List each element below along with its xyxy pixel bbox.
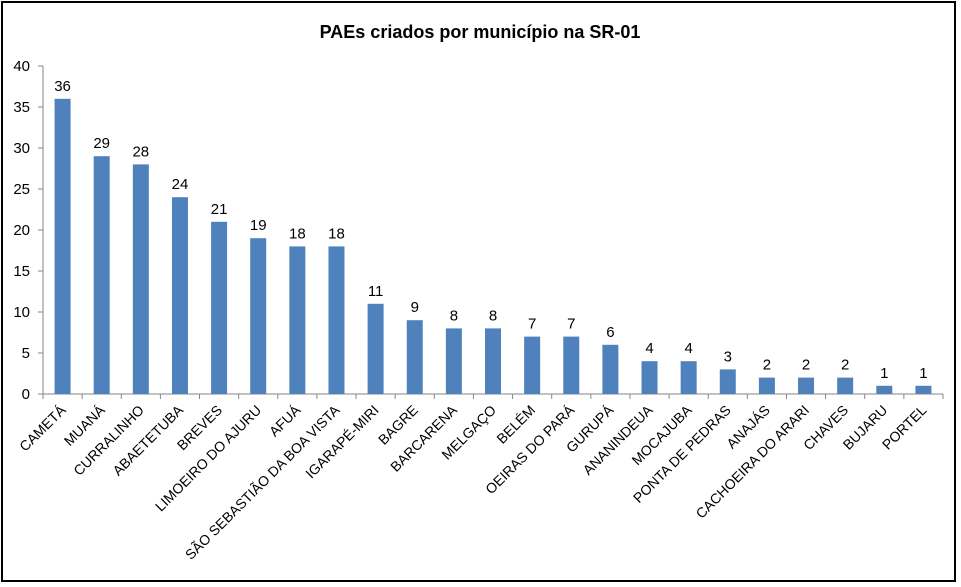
data-label: 21: [211, 201, 228, 218]
y-tick-label: 40: [13, 58, 30, 75]
data-label: 4: [684, 340, 692, 357]
chart-title: PAEs criados por município na SR-01: [320, 22, 641, 42]
bar: [641, 361, 658, 394]
bar: [719, 369, 736, 394]
data-label: 1: [919, 365, 927, 382]
bar: [250, 238, 267, 394]
bar: [758, 377, 775, 394]
y-tick-label: 25: [13, 181, 30, 198]
data-label: 9: [411, 299, 419, 316]
data-label: 2: [841, 357, 849, 374]
bars: [54, 98, 932, 395]
y-tick-label: 30: [13, 140, 30, 157]
y-tick-label: 0: [22, 386, 30, 403]
data-label: 2: [763, 357, 771, 374]
data-label: 2: [802, 357, 810, 374]
bar: [837, 377, 854, 394]
data-label: 8: [450, 307, 458, 324]
data-label: 24: [172, 176, 189, 193]
data-label: 36: [54, 78, 71, 95]
bar: [445, 328, 462, 394]
bar: [798, 377, 815, 394]
bar: [171, 197, 188, 394]
y-tick-label: 15: [13, 263, 30, 280]
bar: [132, 164, 149, 394]
data-label: 8: [489, 307, 497, 324]
bar: [93, 156, 110, 394]
data-label: 3: [724, 348, 732, 365]
y-tick-label: 10: [13, 304, 30, 321]
data-label: 29: [93, 135, 110, 152]
data-label: 6: [606, 324, 614, 341]
data-label: 11: [368, 283, 384, 300]
bar: [876, 385, 893, 394]
data-label: 1: [880, 365, 888, 382]
data-label: 7: [528, 316, 536, 333]
bar: [915, 385, 932, 394]
data-label: 18: [289, 225, 306, 242]
bar: [289, 246, 306, 394]
y-tick-label: 5: [22, 345, 30, 362]
y-tick-label: 20: [13, 222, 30, 239]
bar: [406, 320, 423, 394]
bar: [367, 303, 384, 394]
y-tick-label: 35: [13, 99, 30, 116]
data-label: 28: [132, 143, 149, 160]
bar: [602, 344, 619, 394]
data-label: 7: [567, 316, 575, 333]
bar: [328, 246, 345, 394]
axes: 0 5 10 15 20 25 30 35 40: [13, 58, 944, 403]
x-tick-label: CAMETÁ: [16, 401, 69, 454]
bar: [680, 361, 697, 394]
bar: [54, 98, 71, 395]
x-tick-labels: CAMETÁMUANÁCURRALINHOABAETETUBABREVESLIM…: [16, 401, 930, 562]
data-label: 4: [645, 340, 653, 357]
bar: [485, 328, 501, 394]
data-label: 19: [250, 217, 267, 234]
data-label: 18: [328, 225, 345, 242]
bar: [563, 336, 580, 394]
bar: [211, 221, 228, 394]
bar: [524, 336, 541, 394]
